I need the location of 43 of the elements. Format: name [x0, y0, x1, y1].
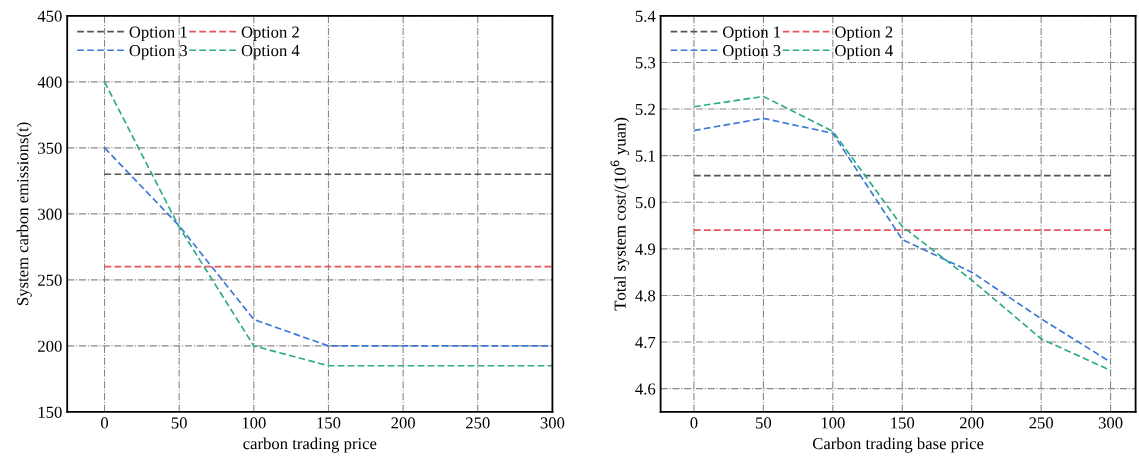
x-axis-title: Carbon trading base price — [812, 437, 984, 453]
legend-label: Option 1 — [722, 26, 781, 42]
y-tick-label: 450 — [37, 10, 62, 22]
x-tick-label: 250 — [466, 417, 490, 429]
legend-label: Option 3 — [129, 45, 188, 60]
y-tick-label: 4.9 — [635, 243, 656, 255]
y-tick-label: 350 — [38, 142, 62, 154]
legend-label: Option 1 — [129, 26, 187, 42]
y-tick-label: 5.2 — [635, 103, 655, 116]
y-tick-label: 5.0 — [635, 196, 656, 209]
x-tick-label: 200 — [391, 417, 415, 429]
line-series — [103, 81, 553, 367]
x-tick-label: 300 — [1098, 417, 1123, 429]
y-tick-label: 5.1 — [635, 150, 655, 162]
y-tick-label: 250 — [38, 274, 62, 286]
y-tick-label: 5.3 — [635, 57, 656, 69]
y-tick-label: 5.4 — [635, 10, 656, 22]
x-tick-label: 150 — [317, 417, 341, 429]
x-tick-label: 100 — [821, 417, 845, 429]
x-tick-label: 0 — [690, 417, 698, 429]
legend-label: Option 2 — [835, 26, 893, 42]
x-tick-label: 50 — [171, 417, 187, 429]
x-tick-label: 0 — [100, 417, 109, 429]
legend-label: Option 4 — [241, 45, 300, 60]
y-tick-label: 300 — [38, 208, 62, 220]
y-tick-label: 4.6 — [635, 383, 656, 395]
x-tick-label: 100 — [242, 417, 266, 429]
x-tick-label: 250 — [1029, 417, 1054, 429]
y-tick-label: 200 — [38, 340, 62, 352]
y-axis-title: System carbon emissions(t) — [16, 122, 32, 305]
y-tick-label: 400 — [37, 76, 62, 88]
y-tick-label: 150 — [38, 406, 62, 418]
legend-label: Option 3 — [722, 45, 781, 60]
x-tick-label: 300 — [540, 417, 565, 429]
x-axis-title: carbon trading price — [243, 437, 377, 453]
y-tick-label: 4.7 — [635, 336, 656, 349]
y-tick-label: 4.8 — [635, 290, 656, 302]
x-tick-label: 50 — [756, 417, 772, 429]
x-tick-label: 200 — [959, 417, 984, 429]
legend-label: Option 4 — [835, 45, 893, 60]
y-axis-title: Total system cost/(10$^{6}$ yuan) — [610, 117, 630, 311]
x-tick-label: 150 — [891, 417, 915, 429]
legend-label: Option 2 — [241, 26, 299, 42]
